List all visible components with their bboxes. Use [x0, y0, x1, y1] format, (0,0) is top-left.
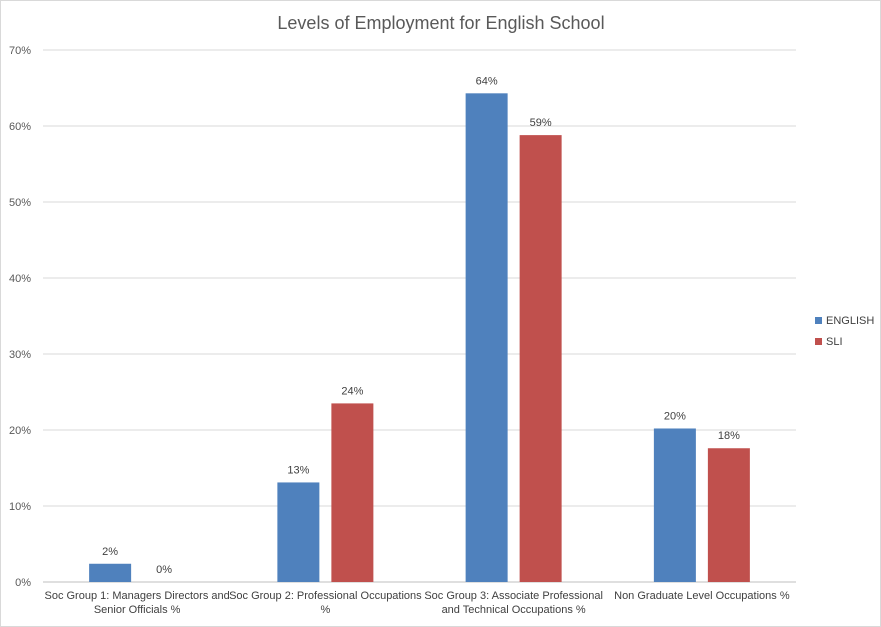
y-axis: 0% 10% 20% 30% 40% 50% 60% 70%: [9, 45, 31, 589]
y-tick-label: 70%: [9, 45, 31, 57]
y-tick-label: 0%: [15, 577, 31, 589]
legend-swatch-sli: [815, 338, 822, 345]
gridlines: [43, 49, 796, 583]
data-label: 59%: [530, 117, 552, 129]
data-labels: 2% 0% 13% 24% 64% 59% 20% 18%: [102, 75, 740, 576]
data-label: 13%: [287, 464, 309, 476]
y-tick-label: 10%: [9, 501, 31, 513]
chart-title: Levels of Employment for English School: [277, 13, 604, 33]
x-tick-label: %: [320, 604, 330, 616]
legend-label-english: ENGLISH: [826, 315, 874, 327]
bar-english: [277, 482, 320, 582]
data-label: 0%: [156, 564, 172, 576]
bar-sli: [331, 403, 374, 582]
y-tick-label: 60%: [9, 121, 31, 133]
x-tick-label: and Technical Occupations %: [442, 604, 586, 616]
x-tick-label: Non Graduate Level Occupations %: [614, 590, 790, 602]
x-tick-label: Soc Group 1: Managers Directors and: [44, 590, 229, 602]
y-tick-label: 30%: [9, 349, 31, 361]
legend: ENGLISH SLI: [815, 315, 874, 348]
bar-english: [89, 563, 132, 582]
legend-swatch-english: [815, 317, 822, 324]
bar-sli: [707, 448, 750, 582]
data-label: 18%: [718, 430, 740, 442]
bar-sli: [519, 135, 562, 582]
bar-english: [465, 93, 508, 582]
data-label: 20%: [664, 410, 686, 422]
y-tick-label: 40%: [9, 273, 31, 285]
y-tick-label: 20%: [9, 425, 31, 437]
x-tick-label: Senior Officials %: [94, 604, 181, 616]
x-axis: Soc Group 1: Managers Directors and Senio…: [44, 590, 789, 616]
data-label: 64%: [476, 75, 498, 87]
legend-label-sli: SLI: [826, 336, 843, 348]
x-tick-label: Soc Group 3: Associate Professional: [424, 590, 603, 602]
y-tick-label: 50%: [9, 197, 31, 209]
bars: [89, 93, 750, 582]
bar-english: [653, 428, 696, 582]
data-label: 24%: [341, 385, 363, 397]
x-tick-label: Soc Group 2: Professional Occupations: [229, 590, 422, 602]
data-label: 2%: [102, 546, 118, 558]
